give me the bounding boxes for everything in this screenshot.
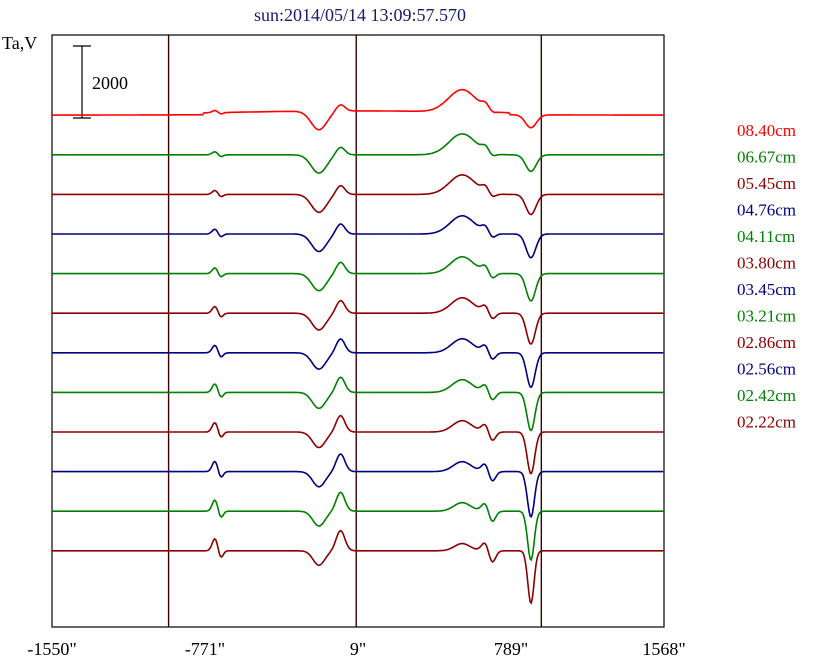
series-line	[52, 215, 664, 259]
plot-frame	[51, 34, 665, 628]
series-line	[52, 133, 664, 174]
scale-bar: 2000	[73, 45, 128, 119]
x-tick-label: -771"	[185, 639, 225, 659]
legend-entry: 08.40cm	[737, 121, 796, 140]
series-line	[52, 414, 664, 475]
x-tick-label: -1550"	[27, 639, 76, 659]
vertical-reference-lines	[167, 35, 543, 627]
series-line	[52, 88, 664, 131]
series-line	[52, 173, 664, 216]
legend-entry: 03.45cm	[737, 280, 796, 299]
legend-entry: 05.45cm	[737, 174, 796, 193]
series-line	[52, 297, 664, 345]
series-line	[52, 376, 664, 432]
series-line	[52, 337, 664, 389]
legend: 08.40cm 06.67cm 05.45cm 04.76cm 04.11cm 03.80…	[737, 121, 796, 432]
legend-entry: 06.67cm	[737, 148, 796, 167]
series-line	[52, 491, 664, 562]
legend-entry: 02.56cm	[737, 360, 796, 379]
series-line	[52, 529, 664, 605]
legend-entry: 04.11cm	[737, 227, 795, 246]
series-line	[52, 256, 664, 302]
x-tick-label: 1568"	[642, 639, 685, 659]
x-tick-labels: -1550" -771" 9" 789" 1568"	[27, 639, 685, 659]
series-traces	[52, 88, 664, 605]
x-tick-label: 9"	[350, 639, 366, 659]
y-axis-label: Ta,V	[2, 33, 37, 53]
legend-entry: 04.76cm	[737, 201, 796, 220]
chart-title: sun:2014/05/14 13:09:57.570	[254, 5, 466, 25]
series-line	[52, 453, 664, 518]
scale-bar-label: 2000	[92, 73, 128, 93]
legend-entry: 02.22cm	[737, 413, 796, 432]
legend-entry: 02.42cm	[737, 386, 796, 405]
legend-entry: 03.80cm	[737, 254, 796, 273]
legend-entry: 02.86cm	[737, 333, 796, 352]
legend-entry: 03.21cm	[737, 307, 796, 326]
x-tick-label: 789"	[494, 639, 528, 659]
